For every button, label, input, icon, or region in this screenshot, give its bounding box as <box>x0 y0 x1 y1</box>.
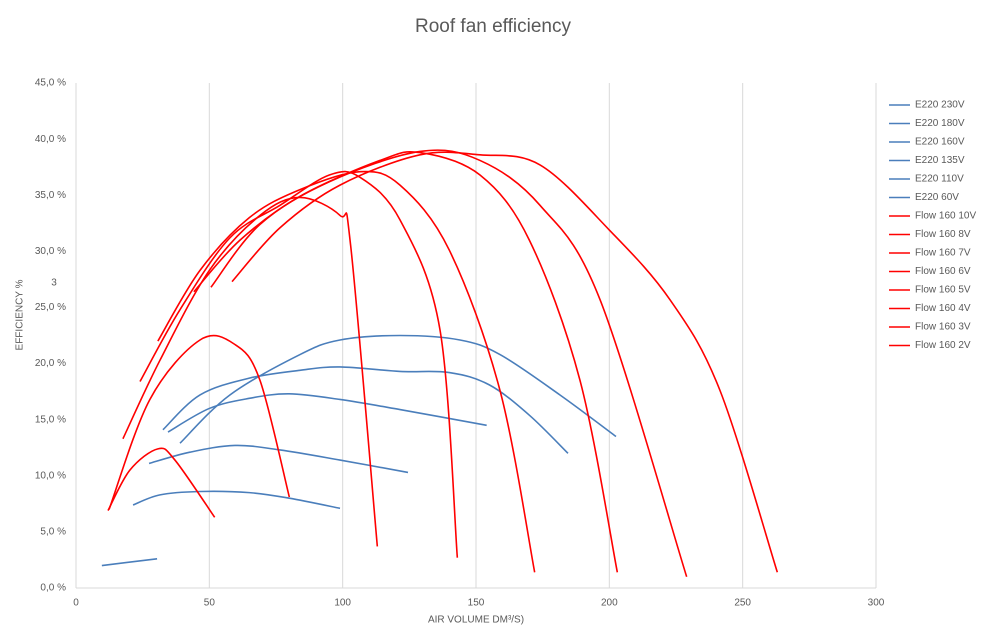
x-tick-label: 50 <box>204 598 216 609</box>
legend-label: Flow 160 10V <box>915 211 976 222</box>
y-tick-label: 0,0 % <box>40 583 66 594</box>
legend-label: Flow 160 4V <box>915 303 971 314</box>
legend-label: E220 60V <box>915 192 959 203</box>
y-tick-label: 30,0 % <box>35 246 66 257</box>
y-tick-label: 15,0 % <box>35 414 66 425</box>
line <box>148 444 409 474</box>
legend-label: Flow 160 2V <box>915 340 971 351</box>
y-axis-label: EFFICIENCY % <box>15 279 26 350</box>
legend-label: Flow 160 8V <box>915 229 971 240</box>
legend-label: Flow 160 7V <box>915 248 971 259</box>
x-tick-label: 300 <box>868 598 885 609</box>
line <box>101 558 158 567</box>
x-axis-label: AIR VOLUME DM³/S) <box>428 615 524 626</box>
line <box>108 334 291 510</box>
y-tick-label: 45,0 % <box>35 78 66 89</box>
x-tick-label: 100 <box>334 598 351 609</box>
line <box>107 447 216 518</box>
legend-label: E220 160V <box>915 137 965 148</box>
legend-label: E220 135V <box>915 155 965 166</box>
line <box>157 170 536 573</box>
y-tick-label: 25,0 % <box>35 302 66 313</box>
line <box>132 490 341 510</box>
legend-label: E220 180V <box>915 118 965 129</box>
y-tick-label: 5,0 % <box>40 527 66 538</box>
legend-label: E220 110V <box>915 174 964 185</box>
line <box>162 366 569 454</box>
x-tick-label: 250 <box>734 598 751 609</box>
line <box>193 150 619 573</box>
x-tick-label: 0 <box>73 598 79 609</box>
y-tick-label: 35,0 % <box>35 190 66 201</box>
x-tick-label: 200 <box>601 598 618 609</box>
y-tick-label: 40,0 % <box>35 134 66 145</box>
line <box>231 151 779 573</box>
legend-label: Flow 160 6V <box>915 266 971 277</box>
y-tick-label: 20,0 % <box>35 358 66 369</box>
line <box>122 196 379 547</box>
chart-title: Roof fan efficiency <box>415 16 571 37</box>
x-tick-label: 150 <box>468 598 485 609</box>
y-tick-label: 10,0 % <box>35 470 66 481</box>
legend-label: Flow 160 3V <box>915 322 971 333</box>
legend-label: Flow 160 5V <box>915 285 971 296</box>
line <box>167 393 487 433</box>
line <box>139 170 459 558</box>
line <box>179 334 617 444</box>
annotation: 3 <box>51 278 57 289</box>
legend-label: E220 230V <box>915 100 965 111</box>
